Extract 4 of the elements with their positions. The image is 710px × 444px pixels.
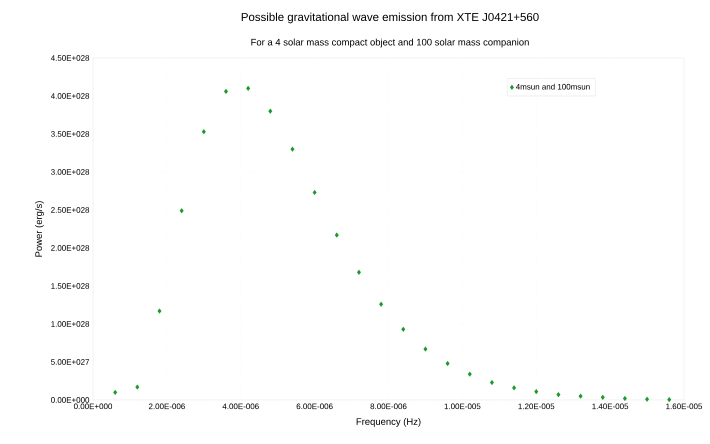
y-axis-title: Power (erg/s) bbox=[35, 201, 44, 257]
chart-subtitle: For a 4 solar mass compact object and 100 solar mass companion bbox=[251, 38, 529, 48]
chart-title: Possible gravitational wave emission from XTE J0421+560 bbox=[242, 12, 539, 24]
x-axis-title: Frequency (Hz) bbox=[356, 418, 421, 427]
